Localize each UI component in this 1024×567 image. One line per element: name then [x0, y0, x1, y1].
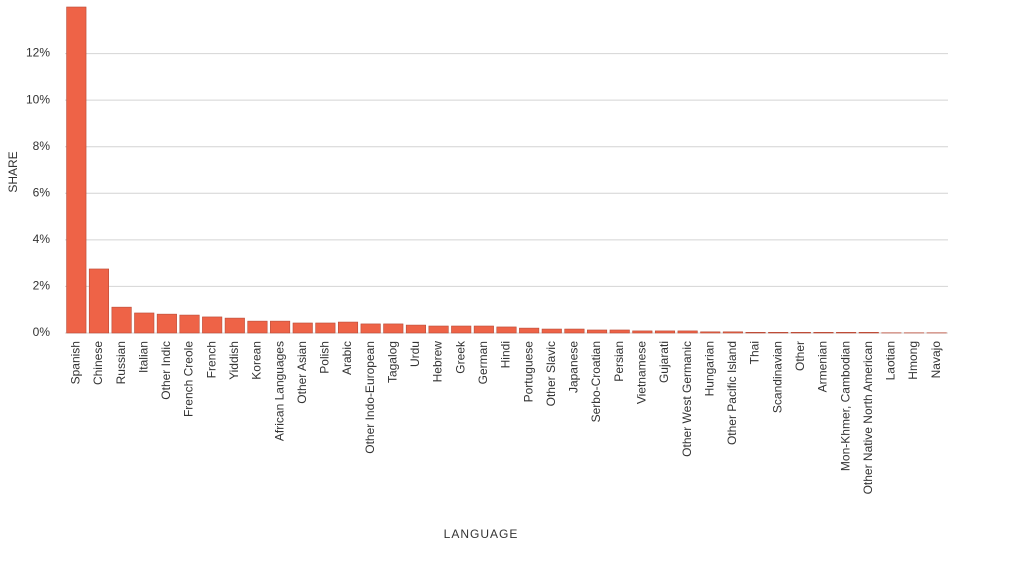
- y-tick-label: 2%: [33, 279, 51, 293]
- y-axis-title: SHARE: [6, 151, 20, 192]
- x-tick-label: Hebrew: [431, 341, 445, 383]
- bar: [405, 324, 426, 334]
- x-tick-label: Persian: [612, 341, 626, 382]
- bar: [858, 332, 879, 334]
- x-tick-label: Japanese: [567, 341, 581, 393]
- x-tick-label: Other Indo-European: [363, 341, 377, 454]
- x-tick-label: French: [204, 341, 218, 378]
- x-tick-label: Greek: [453, 340, 467, 374]
- bar: [632, 330, 653, 334]
- bar: [134, 312, 155, 334]
- x-tick-label: Hindi: [499, 341, 513, 368]
- x-tick-label: Other West Germanic: [680, 341, 694, 457]
- y-tick-label: 10%: [26, 92, 50, 106]
- bar: [428, 325, 449, 334]
- x-tick-label: Serbo-Croatian: [589, 341, 603, 422]
- x-tick-label: Other: [793, 341, 807, 371]
- x-tick-label: Korean: [250, 341, 264, 380]
- x-tick-label: Tagalog: [385, 341, 399, 383]
- x-tick-label: Spanish: [68, 341, 82, 384]
- y-tick-label: 12%: [26, 46, 50, 60]
- x-tick-label: Polish: [318, 341, 332, 374]
- x-tick-label: African Languages: [272, 341, 286, 441]
- bar: [722, 331, 743, 334]
- bar: [564, 328, 585, 334]
- x-tick-label: Hmong: [906, 341, 920, 380]
- bar: [360, 323, 381, 334]
- x-tick-label: Russian: [114, 341, 128, 384]
- x-tick-label: Other Pacific Island: [725, 341, 739, 445]
- x-tick-label: Urdu: [408, 341, 422, 367]
- bar: [247, 320, 268, 334]
- x-tick-label: German: [476, 341, 490, 384]
- x-tick-label: Vietnamese: [635, 341, 649, 404]
- bar: [292, 322, 313, 334]
- x-tick-label: Yiddish: [227, 341, 241, 380]
- x-tick-label: Other Native North American: [861, 341, 875, 494]
- bar: [790, 332, 811, 334]
- bar: [587, 329, 608, 334]
- bar: [88, 268, 109, 334]
- bar: [337, 321, 359, 334]
- y-tick-label: 6%: [33, 185, 51, 199]
- bar: [270, 320, 291, 334]
- bar: [519, 327, 540, 334]
- y-tick-label: 0%: [33, 325, 51, 339]
- x-tick-label: Other Indic: [159, 341, 173, 400]
- bar: [111, 306, 132, 334]
- bar: [202, 316, 223, 334]
- bar: [383, 323, 404, 334]
- bar: [768, 332, 789, 334]
- x-tick-label: Laotian: [884, 341, 898, 380]
- bar: [315, 322, 336, 334]
- bar: [677, 330, 698, 334]
- x-tick-label: Arabic: [340, 341, 354, 375]
- bar: [813, 332, 834, 334]
- x-tick-label: Chinese: [91, 341, 105, 385]
- bar: [836, 332, 857, 334]
- x-tick-label: Other Slavic: [544, 341, 558, 406]
- x-tick-label: French Creole: [182, 341, 196, 417]
- y-tick-label: 4%: [33, 232, 51, 246]
- bar: [745, 332, 766, 334]
- x-axis-title: LANGUAGE: [444, 527, 519, 541]
- bar: [654, 330, 676, 334]
- x-tick-label: Scandinavian: [770, 341, 784, 413]
- bar: [700, 331, 721, 334]
- bar: [609, 329, 630, 334]
- bar: [451, 325, 472, 334]
- bar: [156, 313, 177, 334]
- x-tick-label: Armenian: [816, 341, 830, 392]
- x-tick-label: Portuguese: [521, 341, 535, 403]
- x-tick-label: Navajo: [929, 341, 943, 379]
- bar: [473, 325, 494, 334]
- x-tick-label: Italian: [136, 341, 150, 373]
- x-tick-label: Mon-Khmer, Cambodian: [838, 341, 852, 471]
- bar: [179, 314, 200, 334]
- x-tick-label: Other Asian: [295, 341, 309, 404]
- bar: [66, 6, 87, 334]
- bar: [224, 317, 245, 334]
- x-tick-label: Hungarian: [702, 341, 716, 396]
- bar: [541, 328, 562, 334]
- x-tick-label: Thai: [748, 341, 762, 364]
- y-tick-label: 8%: [33, 139, 51, 153]
- x-tick-label: Gujarati: [657, 341, 671, 383]
- bar: [496, 326, 517, 334]
